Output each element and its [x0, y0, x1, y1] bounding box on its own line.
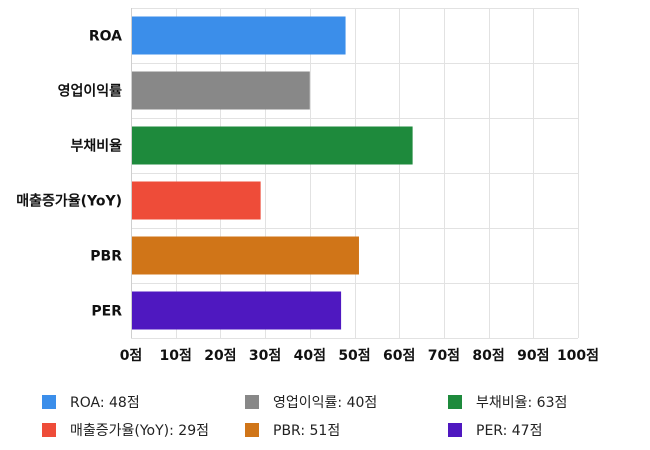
legend-swatch — [42, 423, 56, 437]
legend-label: 영업이익률: 40점 — [273, 395, 378, 411]
bar-5 — [132, 291, 342, 330]
legend-item-operating-margin: 영업이익률: 40점 — [245, 392, 448, 412]
legend-swatch — [245, 423, 259, 437]
legend-item-pbr: PBR: 51점 — [245, 420, 448, 440]
category-label: 매출증가율(YoY) — [16, 193, 122, 210]
x-tick-label: 0점 — [120, 347, 143, 364]
x-tick-label: 90점 — [517, 347, 549, 364]
x-tick-label: 80점 — [472, 347, 504, 364]
legend-item-roa: ROA: 48점 — [42, 392, 245, 412]
legend-label: PBR: 51점 — [273, 423, 341, 439]
x-tick-label: 50점 — [338, 347, 370, 364]
legend-label: ROA: 48점 — [70, 395, 140, 411]
x-tick-label: 40점 — [294, 347, 326, 364]
category-label: 영업이익률 — [58, 83, 123, 100]
bar-3 — [132, 181, 261, 220]
x-tick-label: 30점 — [249, 347, 281, 364]
x-tick-label: 100점 — [557, 347, 599, 364]
x-tick-label: 10점 — [160, 347, 192, 364]
legend-swatch — [448, 423, 462, 437]
legend-swatch — [448, 395, 462, 409]
legend-item-debt-ratio: 부채비율: 63점 — [448, 392, 632, 412]
bars — [132, 16, 413, 330]
bar-4 — [132, 236, 359, 275]
x-tick-label: 70점 — [428, 347, 460, 364]
legend: ROA: 48점 영업이익률: 40점 부채비율: 63점 매출증가율(YoY)… — [42, 392, 632, 440]
x-tick-label: 20점 — [204, 347, 236, 364]
legend-label: 매출증가율(YoY): 29점 — [70, 423, 209, 439]
category-label: 부채비율 — [70, 138, 122, 155]
legend-swatch — [245, 395, 259, 409]
category-label: PER — [91, 304, 122, 320]
category-label: PBR — [90, 249, 122, 265]
legend-label: PER: 47점 — [476, 423, 543, 439]
legend-item-per: PER: 47점 — [448, 420, 632, 440]
bar-2 — [132, 126, 413, 165]
legend-label: 부채비율: 63점 — [476, 395, 568, 411]
legend-swatch — [42, 395, 56, 409]
grid-lines — [131, 8, 579, 339]
category-label: ROA — [89, 29, 122, 45]
x-tick-labels: 0점 10점 20점 30점 40점 50점 60점 70점 80점 90점 100점 — [120, 347, 599, 364]
x-tick-label: 60점 — [383, 347, 415, 364]
bar-0 — [132, 16, 346, 55]
bar-1 — [132, 71, 310, 110]
legend-item-sales-growth: 매출증가율(YoY): 29점 — [42, 420, 245, 440]
